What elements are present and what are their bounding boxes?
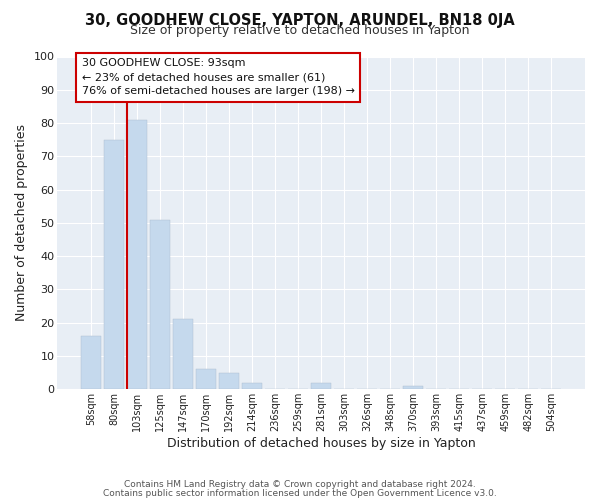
Text: Size of property relative to detached houses in Yapton: Size of property relative to detached ho… [130, 24, 470, 37]
Text: Contains public sector information licensed under the Open Government Licence v3: Contains public sector information licen… [103, 488, 497, 498]
Bar [82, 336, 101, 390]
Bar [311, 382, 331, 390]
Text: 30, GOODHEW CLOSE, YAPTON, ARUNDEL, BN18 0JA: 30, GOODHEW CLOSE, YAPTON, ARUNDEL, BN18… [85, 12, 515, 28]
Bar [151, 220, 170, 390]
Bar [104, 140, 124, 390]
Bar [173, 320, 193, 390]
Bar [127, 120, 147, 390]
Bar [242, 382, 262, 390]
Y-axis label: Number of detached properties: Number of detached properties [15, 124, 28, 322]
Bar [220, 372, 239, 390]
Text: Contains HM Land Registry data © Crown copyright and database right 2024.: Contains HM Land Registry data © Crown c… [124, 480, 476, 489]
Bar [403, 386, 423, 390]
X-axis label: Distribution of detached houses by size in Yapton: Distribution of detached houses by size … [167, 437, 476, 450]
Bar [196, 370, 216, 390]
Text: 30 GOODHEW CLOSE: 93sqm
← 23% of detached houses are smaller (61)
76% of semi-de: 30 GOODHEW CLOSE: 93sqm ← 23% of detache… [82, 58, 355, 96]
